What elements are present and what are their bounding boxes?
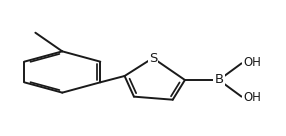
Text: OH: OH: [243, 56, 261, 69]
Text: OH: OH: [243, 91, 261, 104]
Text: S: S: [149, 52, 157, 64]
Text: B: B: [214, 73, 223, 86]
